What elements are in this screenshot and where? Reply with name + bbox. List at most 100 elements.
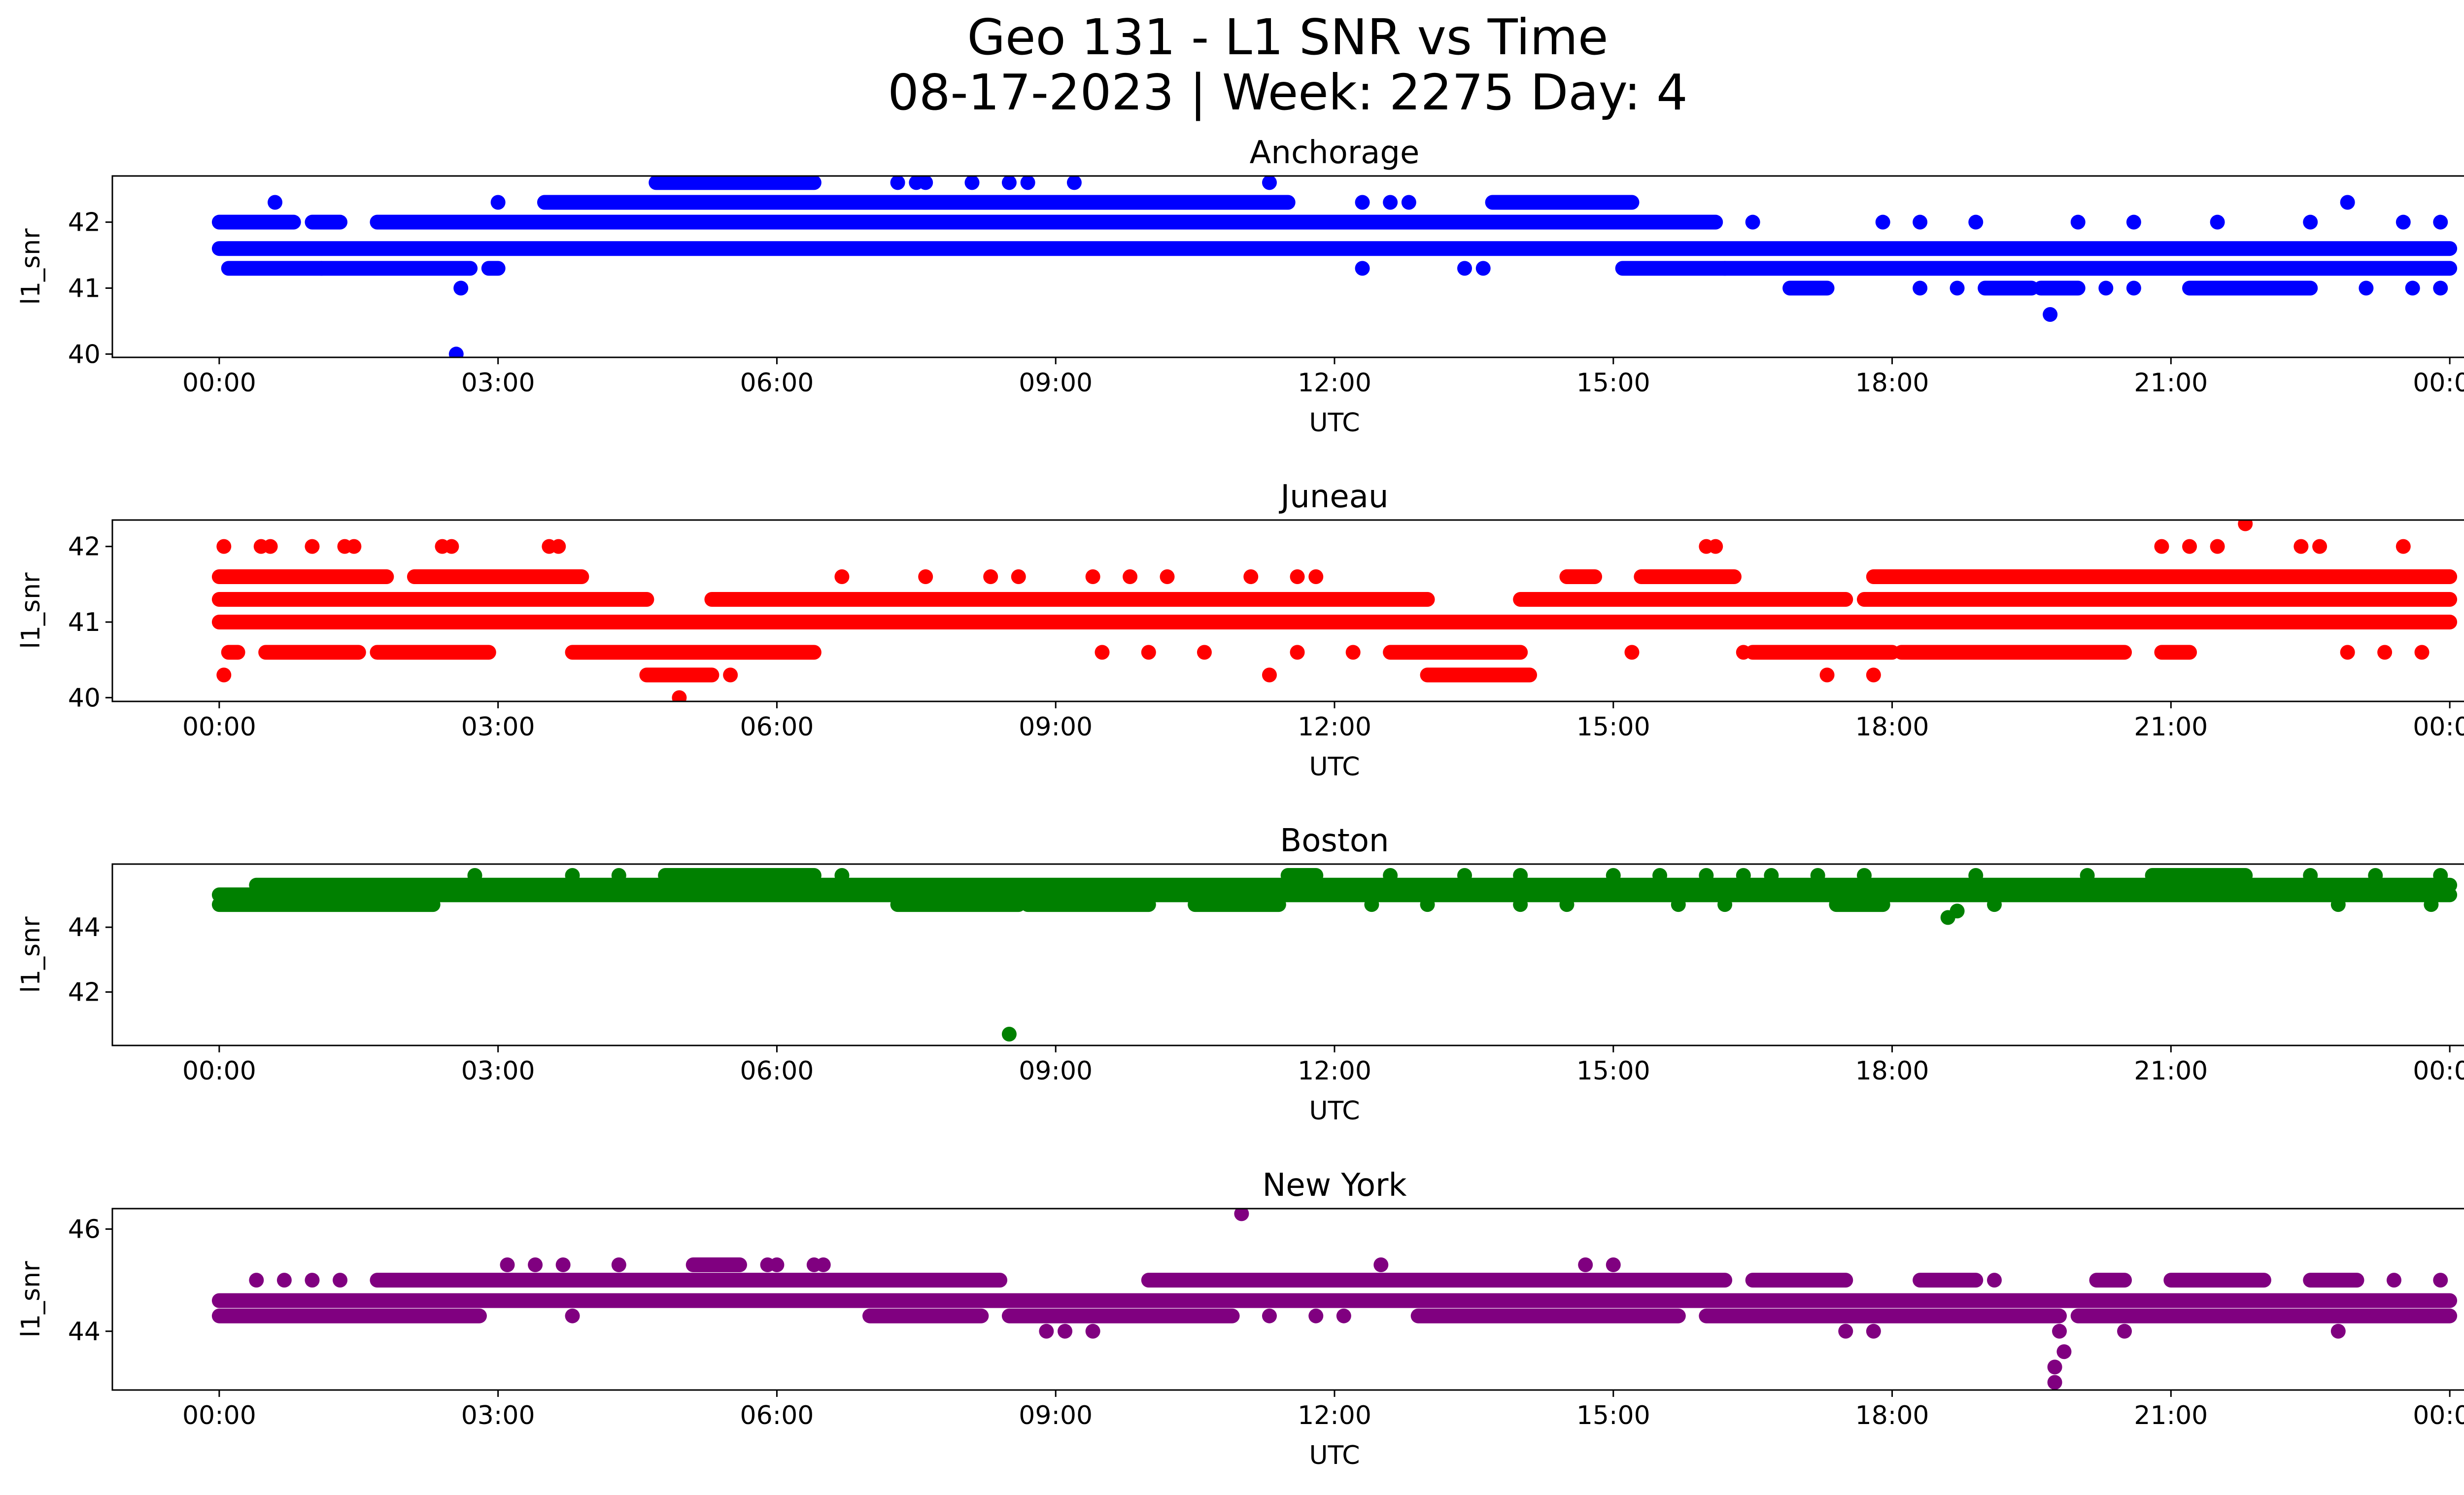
data-point (2047, 1375, 2062, 1390)
x-tick-label: 00:00 (182, 368, 256, 398)
data-point (528, 1257, 543, 1273)
y-axis-label: l1_snr (16, 1261, 46, 1338)
x-tick-label: 12:00 (1298, 712, 1371, 742)
data-point (2126, 280, 2141, 296)
data-point (1652, 868, 1668, 883)
data-point (2396, 539, 2411, 554)
data-point (1085, 1323, 1100, 1339)
data-point (2386, 1273, 2401, 1288)
x-tick-label: 06:00 (740, 1056, 814, 1086)
y-tick-label: 44 (68, 913, 101, 942)
data-point (2056, 1344, 2072, 1359)
data-point (276, 1273, 292, 1288)
data-point (2293, 539, 2309, 554)
y-tick-label: 42 (68, 208, 101, 238)
data-point (333, 1273, 348, 1288)
y-tick-label: 42 (68, 978, 101, 1008)
data-point (983, 569, 998, 584)
data-point (611, 1257, 626, 1273)
x-tick-label: 09:00 (1019, 1056, 1093, 1086)
x-tick-label: 12:00 (1298, 368, 1371, 398)
x-tick-label: 21:00 (2134, 1056, 2208, 1086)
figure-title: Geo 131 - L1 SNR vs Time (967, 8, 1608, 66)
subplot-anchorage: Anchorage 00:00 03:00 06:00 09:00 12:00 15:00 1… (16, 135, 2464, 438)
y-axis-label: l1_snr (16, 228, 46, 305)
data-point (1736, 868, 1751, 883)
data-point (2047, 1359, 2062, 1375)
data-point (565, 868, 580, 883)
data-point (1011, 569, 1026, 584)
data-point (2154, 539, 2169, 554)
y-tick-label: 41 (68, 608, 101, 637)
x-axis-label: UTC (1309, 1441, 1360, 1470)
data-point (1290, 645, 1305, 660)
x-tick-label: 21:00 (2134, 368, 2208, 398)
data-point (1457, 868, 1472, 883)
subplot-title: Boston (1280, 823, 1389, 859)
data-point (2210, 539, 2225, 554)
figure-subtitle: 08-17-2023 | Week: 2275 Day: 4 (888, 64, 1688, 121)
data-point (672, 690, 687, 701)
data-point (1058, 1323, 1073, 1339)
data-point (1950, 280, 1965, 296)
data-point (1373, 1257, 1389, 1273)
x-tick-label: 21:00 (2134, 1401, 2208, 1430)
x-tick-label: 21:00 (2134, 712, 2208, 742)
data-point (2377, 645, 2393, 660)
y-axis-label: l1_snr (16, 916, 46, 993)
x-tick-label: 18:00 (1855, 712, 1929, 742)
data-point (918, 569, 933, 584)
y-tick-label: 40 (68, 340, 101, 369)
data-point (1736, 645, 1751, 660)
y-tick-label: 46 (68, 1215, 101, 1244)
data-point (2340, 645, 2355, 660)
x-tick-label: 12:00 (1298, 1056, 1371, 1086)
data-point (2433, 280, 2448, 296)
y-tick-label: 40 (68, 683, 101, 713)
data-point (490, 195, 506, 210)
data-point (1810, 868, 1825, 883)
data-point (1624, 645, 1640, 660)
data-point (2433, 214, 2448, 230)
data-point (1420, 897, 1435, 912)
x-tick-label: 06:00 (740, 368, 814, 398)
data-point (1559, 897, 1574, 912)
data-point (1913, 280, 1928, 296)
data-point (2117, 1323, 2132, 1339)
data-point (500, 1257, 515, 1273)
data-point (448, 347, 464, 357)
x-tick-label: 15:00 (1576, 1056, 1650, 1086)
data-point (1383, 195, 1398, 210)
data-point (769, 1257, 785, 1273)
data-point (1364, 897, 1379, 912)
x-tick-label: 00:00 (2413, 368, 2464, 398)
data-point (1987, 897, 2002, 912)
data-point (723, 667, 738, 683)
data-point (268, 195, 283, 210)
data-point (1141, 645, 1156, 660)
data-point (964, 176, 980, 190)
data-point (1401, 195, 1416, 210)
data-point (216, 539, 232, 554)
data-point (2238, 520, 2253, 531)
data-point (1866, 667, 1881, 683)
data-point (453, 280, 469, 296)
data-point (1308, 569, 1324, 584)
x-tick-label: 00:00 (182, 1401, 256, 1430)
data-point (305, 539, 320, 554)
subplot-title: Juneau (1278, 479, 1388, 515)
data-point (1001, 1027, 1017, 1042)
data-point (2414, 645, 2430, 660)
data-point (1085, 569, 1100, 584)
data-point (1290, 569, 1305, 584)
y-tick-label: 42 (68, 532, 101, 562)
data-points (211, 520, 2458, 701)
data-point (2368, 868, 2383, 883)
data-point (467, 868, 482, 883)
data-point (1336, 1308, 1351, 1323)
x-tick-label: 15:00 (1576, 1401, 1650, 1430)
data-point (1160, 569, 1175, 584)
data-point (1950, 904, 1965, 919)
